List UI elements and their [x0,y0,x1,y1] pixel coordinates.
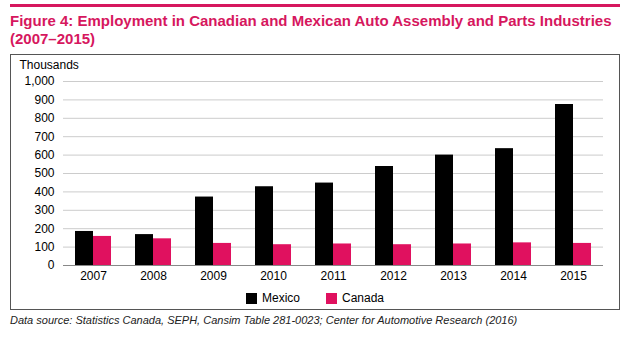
html-text:Mexico: Mexico [262,291,300,305]
svg-text:300: 300 [34,203,54,217]
html-text:Figure 4: Employment in Canadi: Figure 4: Employment in Canadian and Mex… [10,12,612,47]
svg-text:0: 0 [48,258,55,272]
svg-text:2010: 2010 [260,269,287,283]
svg-text:400: 400 [34,185,54,199]
svg-text:900: 900 [34,93,54,107]
svg-text:2014: 2014 [500,269,527,283]
svg-text:100: 100 [34,240,54,254]
svg-text:200: 200 [34,222,54,236]
svg-text:1,000: 1,000 [24,74,54,88]
svg-text:800: 800 [34,111,54,125]
svg-text:2007: 2007 [80,269,107,283]
svg-text:500: 500 [34,166,54,180]
svg-text:2011: 2011 [321,269,347,283]
svg-text:700: 700 [34,130,54,144]
svg-text:2015: 2015 [560,269,587,283]
svg-text:600: 600 [34,148,54,162]
svg-text:2008: 2008 [140,269,167,283]
html-text:Canada: Canada [342,291,384,305]
svg-text:2013: 2013 [440,269,467,283]
svg-text:Thousands: Thousands [20,58,79,72]
svg-text:2012: 2012 [380,269,407,283]
html-text:Data source: Statistics Canada: Data source: Statistics Canada, SEPH, Ca… [10,314,518,326]
svg-text:2009: 2009 [200,269,227,283]
